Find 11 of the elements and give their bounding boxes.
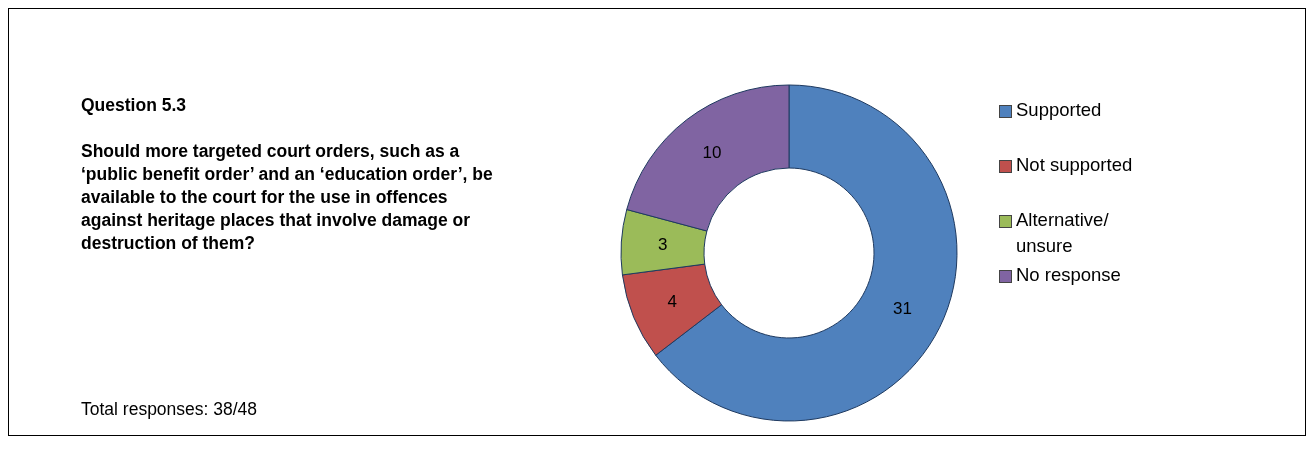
legend-label: No response [1016,263,1122,287]
legend-label: Supported [1016,98,1103,122]
data-label: 31 [892,299,912,319]
legend-label: Alternative/ unsure [1016,208,1110,258]
legend-label: Not supported [1016,153,1134,177]
text: Total responses: 38/48 [81,399,258,420]
data-label: 3 [658,235,668,255]
data-label: 10 [702,143,722,163]
text: Question 5.3 [81,94,188,117]
data-label: 4 [667,291,677,311]
text: Should more targeted court orders, such as a ‘public benefit order’ and an ‘education order’, be available to the court for the use in offences against heritage places that involve damage or destruction of them? [81,140,494,255]
